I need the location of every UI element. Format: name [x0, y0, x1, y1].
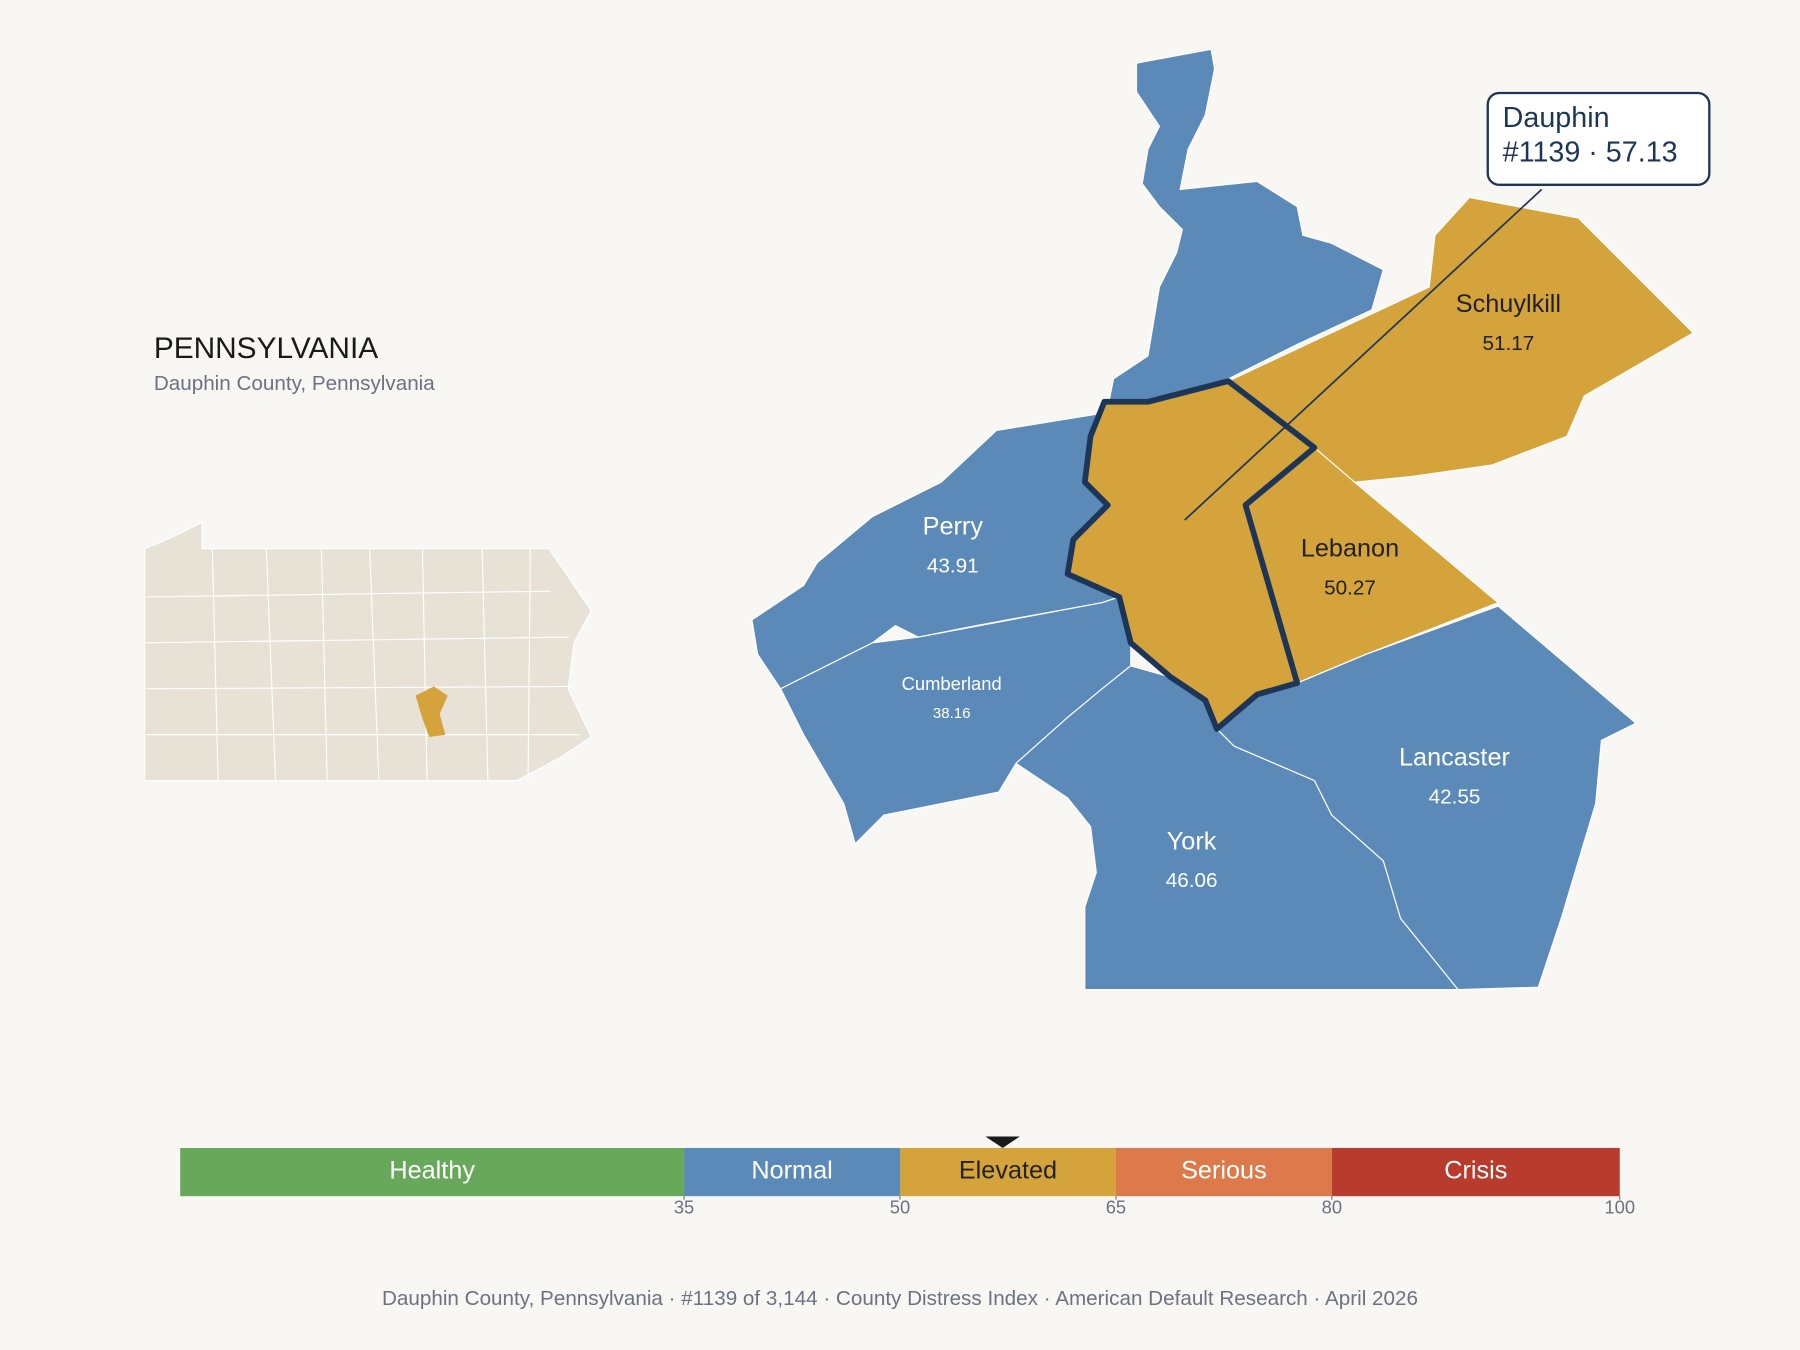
legend-band — [180, 1147, 685, 1197]
legend-band — [900, 1147, 1116, 1197]
inset-state — [144, 521, 592, 782]
county-value: 42.55 — [1429, 785, 1481, 808]
county-value: 46.06 — [1166, 869, 1218, 892]
callout-name: Dauphin — [1503, 102, 1610, 134]
county-value: 38.16 — [933, 705, 971, 722]
county-name: Cumberland — [902, 673, 1002, 694]
callout-detail: #1139 · 57.13 — [1503, 136, 1678, 168]
legend-band-label: Healthy — [389, 1157, 475, 1185]
legend-marker — [985, 1136, 1020, 1148]
legend-tick-label: 50 — [890, 1197, 910, 1218]
legend-tick-label: 65 — [1106, 1197, 1126, 1218]
legend-band-label: Elevated — [959, 1157, 1057, 1185]
subtitle: Dauphin County, Pennsylvania — [154, 372, 435, 395]
county-value: 43.91 — [927, 555, 979, 578]
legend-tick-label: 35 — [674, 1197, 694, 1218]
county-value: 50.27 — [1324, 576, 1376, 599]
county-map: Perry 43.91 Cumberland 38.16 Schuylkill 51.17… — [751, 48, 1711, 991]
legend-band — [684, 1147, 900, 1197]
inset-county-lines — [144, 548, 580, 781]
county-name: Lebanon — [1301, 535, 1399, 563]
county-value: 51.17 — [1483, 332, 1535, 355]
legend-tick-label: 100 — [1604, 1197, 1635, 1218]
legend: Healthy Normal Elevated Serious Crisis 35 50 65… — [180, 1136, 1635, 1218]
legend-band-label: Crisis — [1444, 1157, 1507, 1185]
county — [1015, 665, 1459, 991]
legend-band — [1331, 1147, 1620, 1197]
legend-band — [1115, 1147, 1332, 1197]
inset-map — [144, 521, 592, 782]
county-name: Lancaster — [1399, 743, 1510, 771]
county-name: Schuylkill — [1456, 290, 1561, 318]
legend-band-label: Normal — [751, 1157, 832, 1185]
title: PENNSYLVANIA — [154, 332, 378, 365]
legend-tick-label: 80 — [1322, 1197, 1342, 1218]
callout-leader — [1184, 188, 1543, 521]
inset-highlight — [415, 686, 448, 737]
legend-band-label: Serious — [1181, 1157, 1267, 1185]
county — [1064, 378, 1318, 732]
county-name: York — [1167, 827, 1217, 855]
footer: Dauphin County, Pennsylvania · #1139 of … — [382, 1287, 1418, 1310]
callout-box — [1486, 91, 1711, 186]
county-name: Perry — [923, 513, 984, 541]
